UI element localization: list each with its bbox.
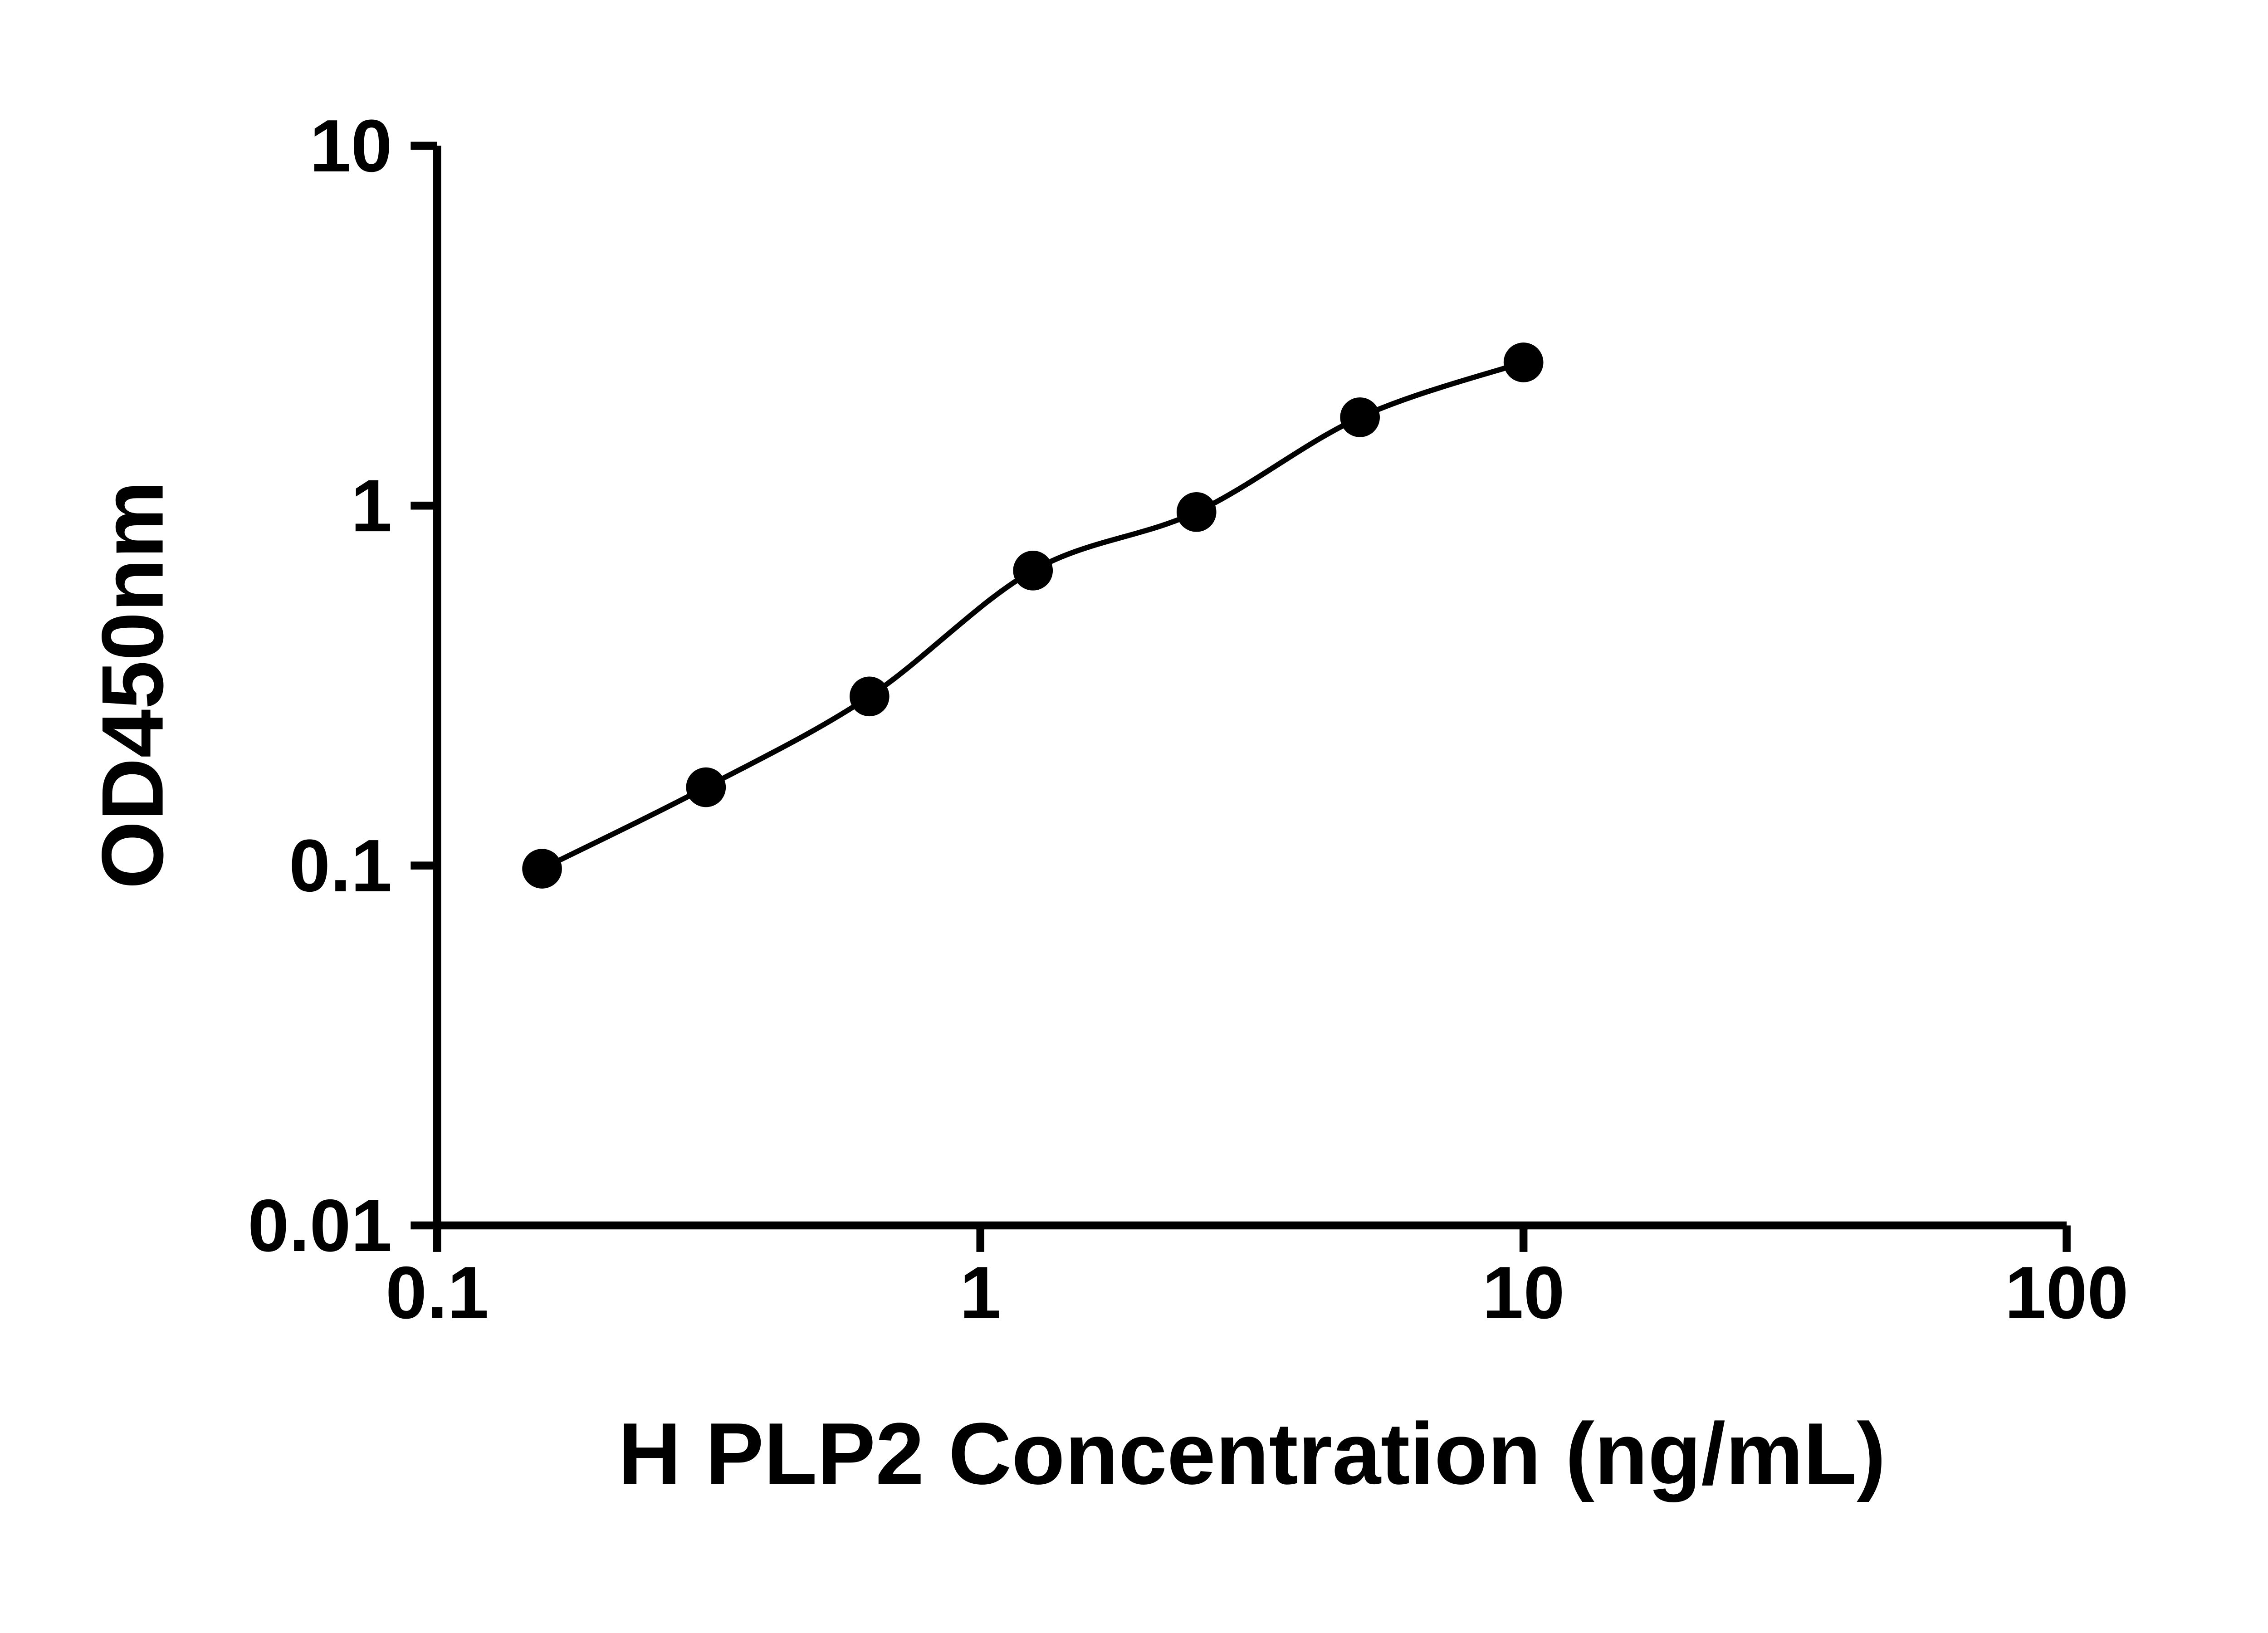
data-point xyxy=(686,767,726,807)
data-point xyxy=(1176,492,1217,532)
elisa-standard-curve-figure: 0.1 1 10 100 0.01 0.1 1 10 H PLP2 Concentration… xyxy=(83,104,2129,1503)
data-point xyxy=(1340,397,1380,437)
axes-frame xyxy=(433,146,2067,1230)
x-axis-title: H PLP2 Concentration (ng/mL) xyxy=(618,1405,1886,1502)
plot-layer xyxy=(522,342,1544,889)
data-point xyxy=(1013,551,1053,591)
x-tick-label: 0.1 xyxy=(386,1251,489,1334)
x-tick-label: 10 xyxy=(1482,1251,1565,1334)
y-axis-title: OD450nm xyxy=(84,481,181,889)
y-tick-label: 1 xyxy=(351,464,392,547)
data-point xyxy=(849,676,890,717)
x-tick-label: 1 xyxy=(960,1251,1001,1334)
data-point xyxy=(1503,342,1544,382)
data-point xyxy=(522,849,562,889)
y-tick-label: 10 xyxy=(310,104,392,187)
y-tick-label: 0.1 xyxy=(289,824,392,907)
x-tick-label: 100 xyxy=(2005,1251,2129,1334)
y-tick-label: 0.01 xyxy=(248,1184,392,1267)
